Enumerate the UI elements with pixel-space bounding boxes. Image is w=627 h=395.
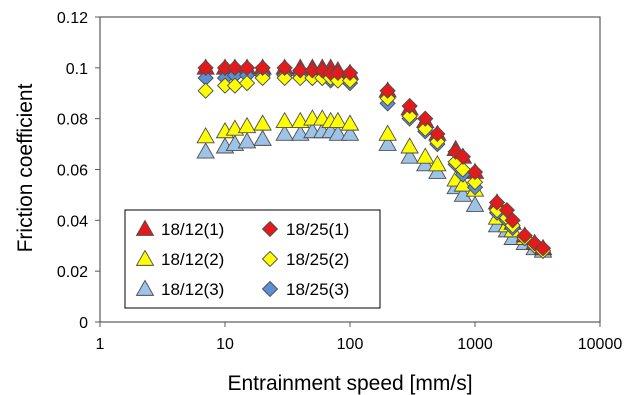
triangle-point: [196, 127, 215, 144]
x-tick-label: 10000: [578, 336, 623, 353]
y-axis-ticks: 0 0.02 0.04 0.06 0.08 0.1 0.12: [57, 10, 100, 332]
diamond-point: [254, 69, 271, 87]
diamond-point: [534, 240, 552, 257]
x-tick-label: 1000: [457, 336, 493, 353]
diamond-point: [429, 125, 446, 143]
triangle-point: [275, 111, 294, 129]
triangle-point: [465, 195, 485, 212]
triangle-point: [415, 147, 435, 164]
diamond-point: [454, 148, 472, 165]
y-tick-label: 0.02: [57, 264, 88, 281]
diamond-point: [238, 59, 256, 76]
legend-diamond-marker: [261, 220, 279, 238]
diamond-point: [401, 107, 418, 125]
diamond-point: [454, 161, 472, 178]
triangle-point: [275, 124, 294, 141]
legend-label: 18/25(1): [286, 220, 349, 239]
legend-triangle-marker: [135, 279, 155, 296]
diamond-point: [329, 64, 347, 82]
triangle-point: [378, 124, 397, 141]
triangle-point: [328, 111, 348, 129]
triangle-point: [400, 147, 419, 164]
diamond-point: [238, 74, 256, 92]
diamond-point: [466, 174, 484, 191]
diamond-point: [197, 82, 214, 99]
legend-triangle-marker: [135, 219, 155, 236]
diamond-point: [417, 110, 434, 127]
data-markers: [196, 58, 553, 259]
triangle-point: [378, 134, 397, 151]
y-tick-label: 0.08: [57, 112, 88, 129]
y-tick-label: 0.04: [57, 213, 88, 230]
diamond-point: [341, 64, 359, 82]
diamond-point: [276, 69, 293, 87]
diamond-point: [516, 227, 533, 244]
triangle-point: [237, 132, 257, 149]
y-axis-title: Friction coefficient: [14, 83, 37, 252]
diamond-point: [254, 59, 271, 76]
diamond-point: [417, 120, 434, 137]
diamond-point: [379, 82, 396, 99]
y-tick-label: 0.12: [57, 10, 88, 27]
triangle-point: [237, 116, 257, 134]
diamond-point: [488, 194, 506, 211]
series-18/25(1): [197, 59, 552, 257]
triangle-point: [328, 124, 348, 141]
diamond-point: [276, 59, 293, 76]
legend-label: 18/25(2): [286, 250, 349, 269]
x-axis-ticks: 1 10 100 1000 10000: [96, 322, 623, 353]
y-tick-label: 0.06: [57, 163, 88, 180]
diamond-point: [197, 59, 214, 76]
triangle-point: [340, 124, 360, 141]
diamond-point: [226, 59, 244, 76]
diamond-point: [504, 212, 521, 229]
legend-diamond-marker: [261, 280, 279, 298]
triangle-point: [253, 129, 272, 146]
x-tick-label: 10: [216, 336, 234, 353]
legend-label: 18/25(3): [286, 280, 349, 299]
triangle-point: [340, 114, 360, 131]
triangle-point: [428, 155, 447, 172]
legend-label: 18/12(2): [161, 250, 224, 269]
triangle-point: [196, 142, 215, 159]
x-axis-title: Entrainment speed [mm/s]: [227, 372, 472, 395]
legend: 18/12(1) 18/12(2) 18/12(3) 18/25(1) 18/25(2)…: [124, 209, 381, 309]
legend-label: 18/12(1): [161, 220, 224, 239]
legend-triangle-marker: [135, 249, 155, 266]
diamond-point: [498, 202, 516, 219]
triangle-point: [253, 114, 272, 131]
diamond-point: [401, 97, 418, 115]
legend-box: [124, 209, 381, 309]
triangle-point: [453, 185, 473, 202]
legend-diamond-marker: [261, 250, 279, 268]
x-tick-label: 100: [337, 336, 364, 353]
y-tick-label: 0: [79, 315, 88, 332]
diamond-point: [292, 62, 309, 79]
x-tick-label: 1: [96, 336, 105, 353]
y-tick-label: 0.1: [66, 61, 88, 78]
diamond-point: [466, 163, 484, 181]
legend-label: 18/12(3): [161, 280, 224, 299]
triangle-point: [400, 137, 419, 154]
